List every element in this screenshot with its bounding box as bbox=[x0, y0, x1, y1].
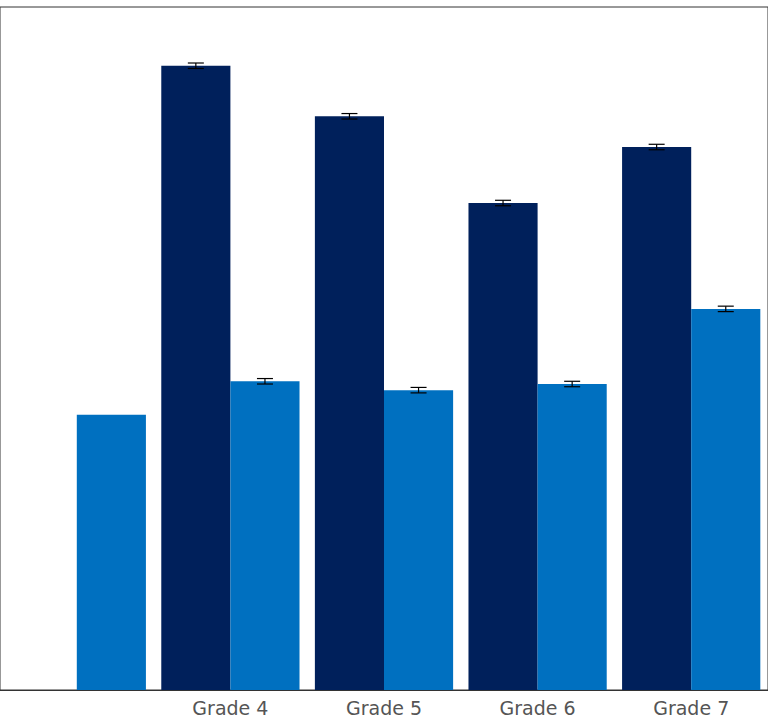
svg-text:Grade 6: Grade 6 bbox=[500, 697, 576, 719]
svg-text:Grade 7: Grade 7 bbox=[653, 697, 729, 719]
svg-text:Grade 4: Grade 4 bbox=[192, 697, 268, 719]
svg-text:Grade 5: Grade 5 bbox=[346, 697, 422, 719]
